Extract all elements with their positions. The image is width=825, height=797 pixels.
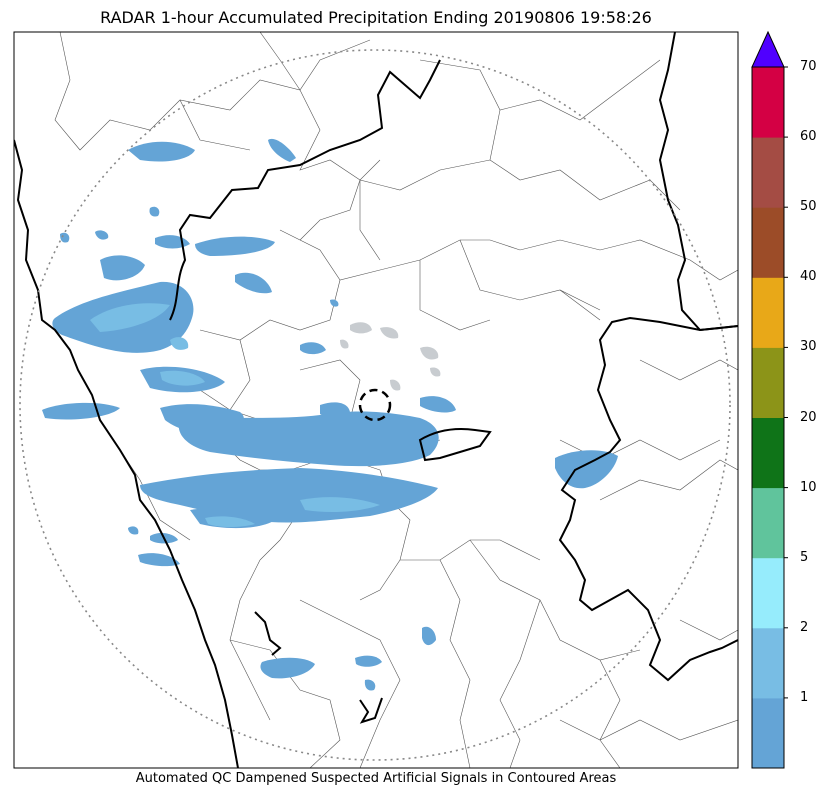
colorbar-tick-label: 20 [800, 409, 817, 425]
colorbar-tick-label: 30 [800, 339, 817, 355]
colorbar-segment [752, 627, 784, 699]
colorbar-tick-label: 5 [800, 549, 809, 565]
colorbar-tick-label: 70 [800, 59, 817, 74]
footer-note: Automated QC Dampened Suspected Artifici… [135, 771, 617, 786]
colorbar-segment [752, 417, 784, 489]
map-area [14, 32, 738, 768]
colorbar-tick-label: 60 [800, 129, 817, 145]
precipitation-layer [42, 138, 618, 691]
state-boundaries [14, 32, 738, 768]
colorbar-tick-label: 1 [800, 689, 809, 705]
colorbar-segment [752, 67, 784, 138]
colorbar-tick-label: 10 [800, 479, 817, 495]
colorbar-segment [752, 137, 784, 208]
colorbar-tick-label: 40 [800, 269, 817, 285]
colorbar-segment [752, 347, 784, 418]
colorbar-segment [752, 277, 784, 348]
map-title: RADAR 1-hour Accumulated Precipitation E… [100, 8, 652, 27]
colorbar-tick-label: 2 [800, 619, 809, 635]
colorbar [751, 30, 788, 769]
colorbar-extend-arrow [751, 30, 785, 68]
district-boundaries [54, 32, 738, 768]
colorbar-segment [752, 557, 784, 629]
colorbar-segment [752, 207, 784, 278]
qc-artifacts [340, 322, 441, 391]
colorbar-segment [752, 697, 784, 769]
radar-site-marker [358, 388, 392, 422]
colorbar-tick-label: 50 [800, 199, 817, 215]
map-frame [13, 31, 739, 769]
colorbar-segment [752, 487, 784, 559]
range-ring [19, 49, 731, 761]
